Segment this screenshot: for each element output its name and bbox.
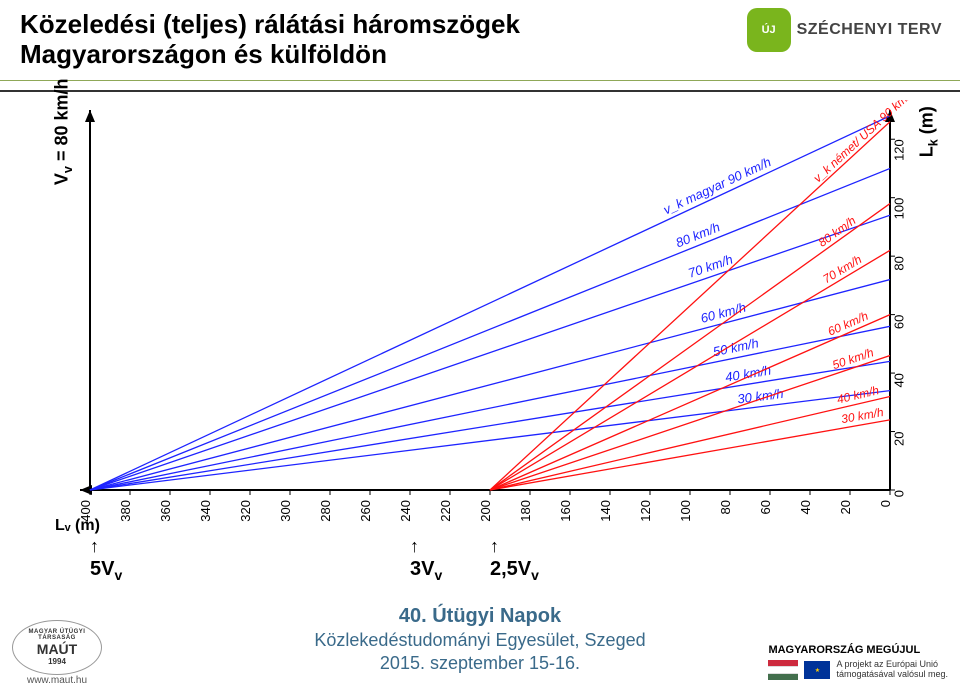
maut-name: MAÚT — [37, 641, 77, 657]
svg-text:60: 60 — [891, 315, 906, 329]
szechenyi-text: SZÉCHENYI TERV — [797, 21, 942, 39]
maut-logo: MAGYAR ÚTÜGYI TÁRSASÁG MAÚT 1994 www.mau… — [12, 620, 102, 686]
sight-triangle-chart: 4003803603403203002802602402202001801601… — [40, 100, 940, 540]
svg-text:240: 240 — [398, 500, 413, 522]
svg-text:160: 160 — [558, 500, 573, 522]
svg-text:60 km/h: 60 km/h — [699, 300, 748, 326]
svg-text:280: 280 — [318, 500, 333, 522]
svg-text:80: 80 — [718, 500, 733, 514]
svg-text:40 km/h: 40 km/h — [835, 383, 880, 406]
event-sub: Közlekedéstudományi Egyesület, Szeged — [314, 629, 645, 652]
title-line2: Magyarországon és külföldön — [20, 39, 387, 69]
svg-text:20: 20 — [838, 500, 853, 514]
svg-text:180: 180 — [518, 500, 533, 522]
svg-text:30 km/h: 30 km/h — [737, 386, 785, 407]
eu-text: A projekt az Európai Unió támogatásával … — [836, 660, 948, 680]
annot-2-5v: ↑2,5Vv — [490, 535, 539, 583]
svg-text:120: 120 — [891, 139, 906, 161]
annot-3v: ↑3Vv — [410, 535, 442, 583]
svg-text:40: 40 — [798, 500, 813, 514]
title-line1: Közeledési (teljes) rálátási háromszögek — [20, 9, 520, 39]
svg-text:140: 140 — [598, 500, 613, 522]
maut-arc: MAGYAR ÚTÜGYI TÁRSASÁG — [13, 629, 101, 641]
svg-text:80: 80 — [891, 256, 906, 270]
svg-text:100: 100 — [678, 500, 693, 522]
svg-text:320: 320 — [238, 500, 253, 522]
svg-text:120: 120 — [638, 500, 653, 522]
divider-dark — [0, 90, 960, 92]
svg-text:60 km/h: 60 km/h — [826, 309, 871, 339]
svg-text:200: 200 — [478, 500, 493, 522]
x-annotations: ↑5Vv ↑3Vv ↑2,5Vv — [60, 555, 940, 585]
svg-text:260: 260 — [358, 500, 373, 522]
svg-text:340: 340 — [198, 500, 213, 522]
maut-url: www.maut.hu — [12, 675, 102, 686]
footer: MAGYAR ÚTÜGYI TÁRSASÁG MAÚT 1994 www.mau… — [0, 594, 960, 694]
svg-text:380: 380 — [118, 500, 133, 522]
eu-funding-block: MAGYARORSZÁG MEGÚJUL ★ A projekt az Euró… — [768, 644, 948, 680]
svg-text:0: 0 — [878, 500, 893, 507]
maut-year: 1994 — [48, 657, 66, 666]
maut-badge-icon: MAGYAR ÚTÜGYI TÁRSASÁG MAÚT 1994 — [12, 620, 102, 675]
divider-green — [0, 80, 960, 81]
svg-text:20: 20 — [891, 432, 906, 446]
eu-flag-icon: ★ — [804, 661, 830, 679]
szechenyi-badge-icon: ÚJ — [747, 8, 791, 52]
event-info: 40. Útügyi Napok Közlekedéstudományi Egy… — [314, 604, 645, 674]
svg-text:60: 60 — [758, 500, 773, 514]
svg-text:40: 40 — [891, 373, 906, 387]
svg-text:360: 360 — [158, 500, 173, 522]
szechenyi-logo: ÚJ SZÉCHENYI TERV — [747, 8, 942, 52]
svg-text:30 km/h: 30 km/h — [840, 405, 885, 426]
annot-5v: ↑5Vv — [90, 535, 122, 583]
page-title: Közeledési (teljes) rálátási háromszögek… — [20, 10, 800, 70]
hu-flag-icon — [768, 660, 798, 680]
svg-text:80 km/h: 80 km/h — [816, 213, 859, 249]
svg-text:v_k magyar 90 km/h: v_k magyar 90 km/h — [661, 154, 773, 217]
svg-text:0: 0 — [891, 490, 906, 497]
svg-text:50 km/h: 50 km/h — [712, 335, 760, 359]
mm-title: MAGYARORSZÁG MEGÚJUL — [768, 644, 948, 656]
svg-text:220: 220 — [438, 500, 453, 522]
header: Közeledési (teljes) rálátási háromszögek… — [20, 10, 800, 70]
svg-text:Lᵥ (m): Lᵥ (m) — [55, 517, 100, 534]
event-title: 40. Útügyi Napok — [314, 604, 645, 629]
svg-text:100: 100 — [891, 198, 906, 220]
svg-text:300: 300 — [278, 500, 293, 522]
event-date: 2015. szeptember 15-16. — [314, 652, 645, 675]
chart-svg: 4003803603403203002802602402202001801601… — [40, 100, 940, 540]
